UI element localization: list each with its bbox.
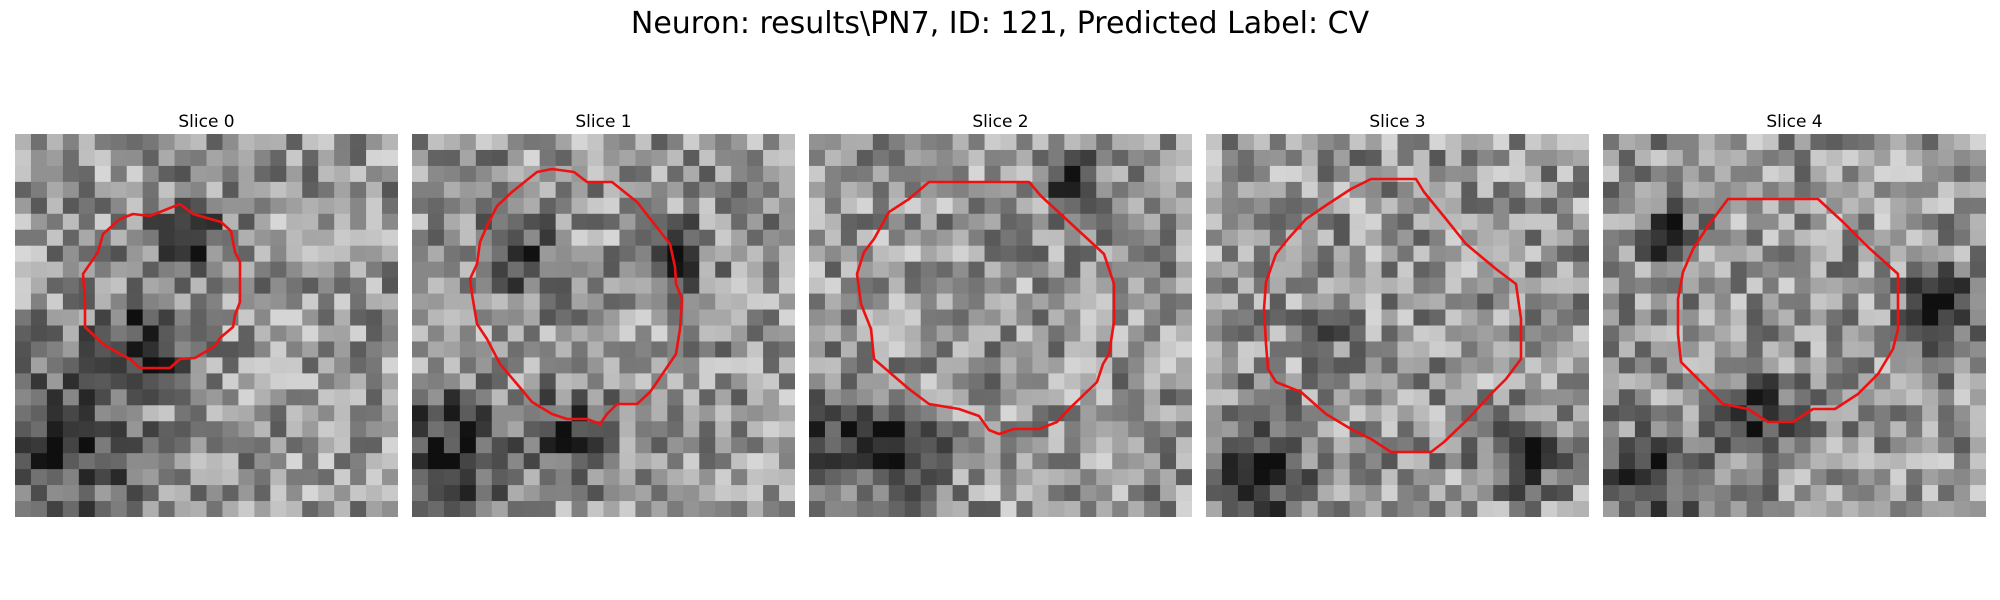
slice-panel-1: Slice 1	[412, 112, 795, 522]
pixel-grid	[809, 134, 1192, 517]
slice-title-3: Slice 3	[1369, 112, 1426, 132]
slice-panel-2: Slice 2	[809, 112, 1192, 522]
pixel-grid	[1206, 134, 1589, 517]
slice-title-2: Slice 2	[972, 112, 1029, 132]
slice-title-4: Slice 4	[1766, 112, 1823, 132]
slice-title-1: Slice 1	[575, 112, 632, 132]
slice-panel-0: Slice 0	[15, 112, 398, 522]
pixel-grid	[15, 134, 398, 517]
contour-outline	[1262, 177, 1523, 454]
slice-panel-3: Slice 3	[1206, 112, 1589, 522]
slice-title-0: Slice 0	[178, 112, 235, 132]
slice-panel-4: Slice 4	[1603, 112, 1986, 522]
slice-image-2	[809, 134, 1192, 517]
slice-image-1	[412, 134, 795, 517]
contour-outline	[855, 180, 1116, 436]
slice-image-0	[15, 134, 398, 517]
pixel-grid	[1603, 134, 1986, 517]
contour-outline	[468, 167, 684, 426]
pixel-grid	[412, 134, 795, 517]
contour-outline	[1676, 197, 1900, 424]
figure-title: Neuron: results\PN7, ID: 121, Predicted …	[630, 6, 1370, 41]
slice-image-4	[1603, 134, 1986, 517]
slice-image-3	[1206, 134, 1589, 517]
contour-outline	[81, 202, 242, 370]
